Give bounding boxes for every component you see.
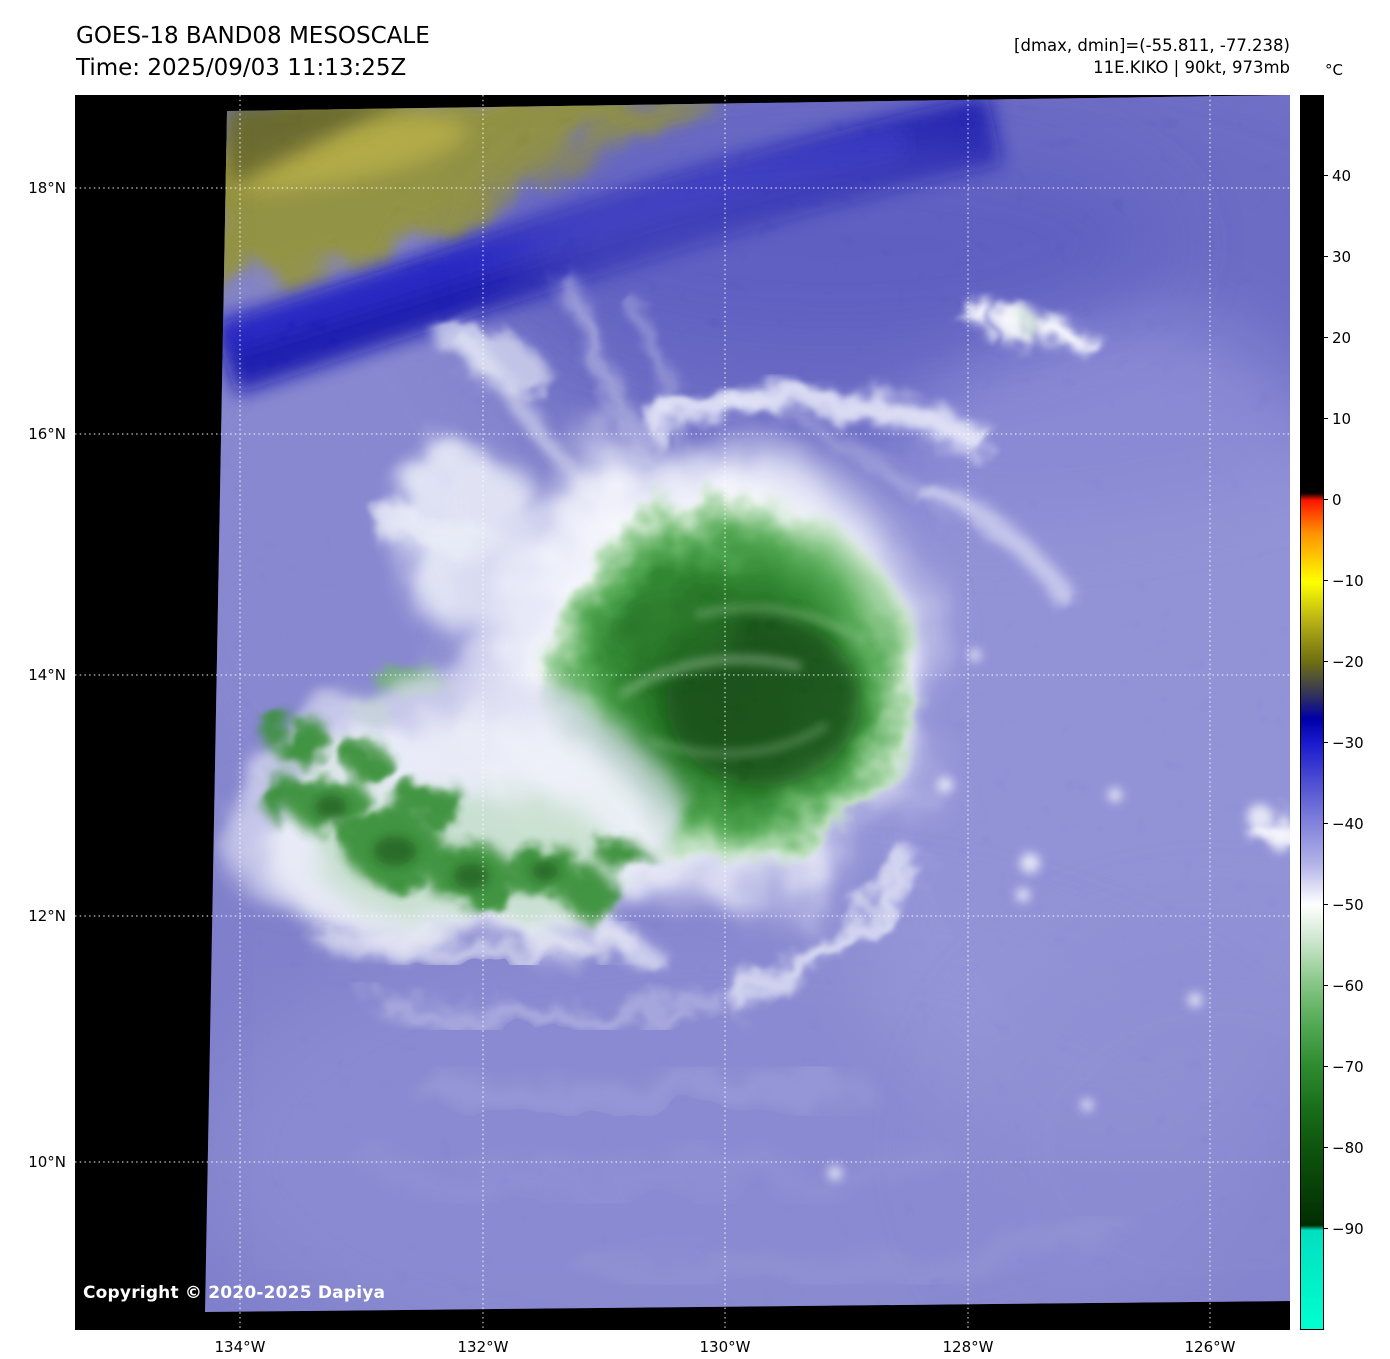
lat-tick-label: 14°N xyxy=(28,666,66,684)
page-title: GOES-18 BAND08 MESOSCALE xyxy=(76,23,430,49)
colorbar-tick-label: −60 xyxy=(1323,977,1364,995)
lon-tick-label: 126°W xyxy=(1184,1338,1236,1356)
colorbar-tick-label: −70 xyxy=(1323,1058,1364,1076)
lat-tick-label: 16°N xyxy=(28,425,66,443)
lon-tick-label: 132°W xyxy=(457,1338,509,1356)
colorbar-tick-label: 10 xyxy=(1322,410,1352,428)
lat-tick-label: 10°N xyxy=(28,1153,66,1171)
satellite-swath xyxy=(205,95,1290,1312)
colorbar-tick-label: −40 xyxy=(1323,815,1364,833)
satellite-image xyxy=(75,95,1290,1330)
header-meta: [dmax, dmin]=(-55.811, -77.238) 11E.KIKO… xyxy=(1014,35,1290,79)
colorbar-unit-label: °C xyxy=(1325,61,1343,79)
timestamp-text: Time: 2025/09/03 11:13:25Z xyxy=(76,55,407,81)
colorbar-tick-label: −80 xyxy=(1323,1139,1364,1157)
colorbar-tick-label: −50 xyxy=(1323,896,1364,914)
colorbar-tick-label: 30 xyxy=(1322,248,1352,266)
colorbar-tick-label: 40 xyxy=(1322,167,1352,185)
copyright-text: Copyright © 2020-2025 Dapiya xyxy=(83,1283,386,1303)
lon-tick-label: 130°W xyxy=(699,1338,751,1356)
colorbar-tick-label: 0 xyxy=(1323,491,1342,509)
colorbar-tick-label: −10 xyxy=(1323,572,1364,590)
colorbar-tick-label: −30 xyxy=(1323,734,1364,752)
dmax-dmin-readout: [dmax, dmin]=(-55.811, -77.238) xyxy=(1014,36,1290,55)
lat-tick-label: 18°N xyxy=(28,179,66,197)
temperature-colorbar xyxy=(1300,95,1324,1330)
grid-lines xyxy=(75,95,1290,1330)
lat-tick-label: 12°N xyxy=(28,907,66,925)
storm-info: 11E.KIKO | 90kt, 973mb xyxy=(1093,58,1290,77)
lon-tick-label: 128°W xyxy=(942,1338,994,1356)
colorbar-tick-label: 20 xyxy=(1322,329,1352,347)
lon-tick-label: 134°W xyxy=(214,1338,266,1356)
colorbar-tick-label: −20 xyxy=(1323,653,1364,671)
colorbar-tick-label: −90 xyxy=(1323,1220,1364,1238)
map-plot-area: Copyright © 2020-2025 Dapiya xyxy=(75,95,1290,1330)
